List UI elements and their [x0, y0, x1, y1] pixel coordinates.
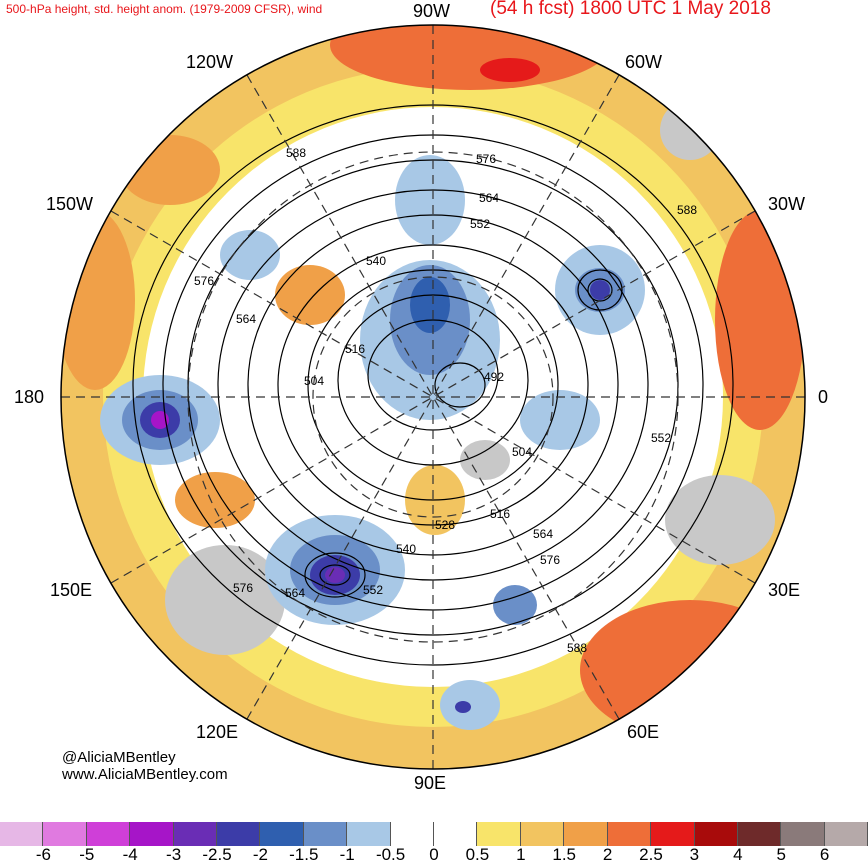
- colorbar-label: -1.5: [289, 845, 319, 864]
- colorbar-label: 5: [776, 845, 786, 864]
- colorbar-cell: [824, 822, 868, 846]
- colorbar-label: 3: [689, 845, 700, 864]
- colorbar-cell: [781, 822, 825, 846]
- contour-label: 564: [285, 586, 305, 600]
- lon-label-0: 0: [818, 387, 829, 407]
- forecast-time-title: (54 h fcst) 1800 UTC 1 May 2018: [490, 0, 771, 19]
- contour-label: 576: [233, 581, 253, 595]
- contour-label: 576: [476, 152, 496, 166]
- colorbar-label: 4: [733, 845, 743, 864]
- contour-label: 588: [567, 641, 587, 655]
- anomaly-field: [61, 25, 805, 769]
- graticule: [61, 25, 805, 769]
- colorbar-cell: [43, 822, 87, 846]
- credit-website: www.AliciaMBentley.com: [62, 766, 228, 783]
- contour-label: 540: [366, 254, 386, 268]
- colorbar-label: 6: [819, 845, 830, 864]
- lon-label-120e: 120E: [196, 722, 239, 742]
- colorbar-cell: [477, 822, 521, 846]
- lon-label-150w: 150W: [46, 194, 94, 214]
- contour-label: 576: [540, 553, 560, 567]
- colorbar-label: 1.5: [552, 845, 577, 864]
- colorbar-label: 0.5: [465, 845, 490, 864]
- lon-label-60e: 60E: [627, 722, 660, 742]
- colorbar-label: -2.5: [202, 845, 232, 864]
- contour-label: 588: [286, 146, 306, 160]
- colorbar-cell: [390, 822, 435, 846]
- colorbar-cell: [347, 822, 391, 846]
- credit-twitter: @AliciaMBentley: [62, 749, 176, 766]
- contour-label: 576: [194, 274, 214, 288]
- colorbar: [0, 822, 868, 846]
- contour-label: 564: [533, 527, 553, 541]
- lon-label-180: 180: [14, 387, 45, 407]
- contour-label: 588: [677, 203, 697, 217]
- contour-label: 504: [512, 445, 532, 459]
- lon-label-30w: 30W: [768, 194, 806, 214]
- colorbar-cell: [173, 822, 218, 846]
- contour-label: 540: [396, 542, 416, 556]
- colorbar-label: 0: [429, 845, 439, 864]
- lon-label-120w: 120W: [186, 52, 234, 72]
- contour-label: 516: [345, 342, 365, 356]
- colorbar-label: -2: [252, 845, 268, 864]
- colorbar-cell: [434, 822, 478, 846]
- contour-label: 552: [470, 217, 490, 231]
- colorbar-cell: [564, 822, 608, 846]
- lon-label-60w: 60W: [625, 52, 663, 72]
- contour-label: 516: [490, 507, 510, 521]
- contour-labels: 588 576 564 552 540 576 564 516 504 492 …: [194, 146, 697, 655]
- colorbar-cell: [607, 822, 652, 846]
- colorbar-label: -6: [35, 845, 51, 864]
- colorbar-label: 2: [602, 845, 613, 864]
- colorbar-label: -5: [79, 845, 95, 864]
- contour-label: 504: [304, 374, 324, 388]
- product-title: 500-hPa height, std. height anom. (1979-…: [6, 2, 323, 16]
- colorbar-cell: [737, 822, 782, 846]
- colorbar-label: 2.5: [639, 845, 663, 864]
- contour-label: 564: [236, 312, 256, 326]
- colorbar-cell: [217, 822, 261, 846]
- lon-label-90w: 90W: [413, 1, 451, 21]
- colorbar-label: -1: [339, 845, 355, 864]
- colorbar-cell: [0, 822, 44, 846]
- colorbar-cell: [694, 822, 738, 846]
- colorbar-cell: [130, 822, 174, 846]
- colorbar-label: -4: [122, 845, 138, 864]
- colorbar-cell: [303, 822, 348, 846]
- contour-label: 492: [484, 370, 504, 384]
- lon-label-150e: 150E: [50, 580, 93, 600]
- colorbar-label: -3: [166, 845, 182, 864]
- colorbar-label: -0.5: [375, 845, 406, 864]
- colorbar-cell: [520, 822, 565, 846]
- contour-label: 552: [651, 431, 671, 445]
- contour-label: 528: [435, 518, 455, 532]
- colorbar-cell: [651, 822, 695, 846]
- lon-label-30e: 30E: [768, 580, 801, 600]
- colorbar-labels: -6 -5 -4 -3 -2.5 -2 -1.5 -1 -0.5 0 0.5 1 1.5 2 2.5 3 4 5 6: [0, 845, 868, 865]
- colorbar-cell: [260, 822, 304, 846]
- colorbar-cell: [86, 822, 131, 846]
- contour-label: 564: [479, 191, 499, 205]
- lon-label-90e: 90E: [414, 773, 447, 793]
- contour-label: 552: [363, 583, 383, 597]
- colorbar-label: 1: [516, 845, 526, 864]
